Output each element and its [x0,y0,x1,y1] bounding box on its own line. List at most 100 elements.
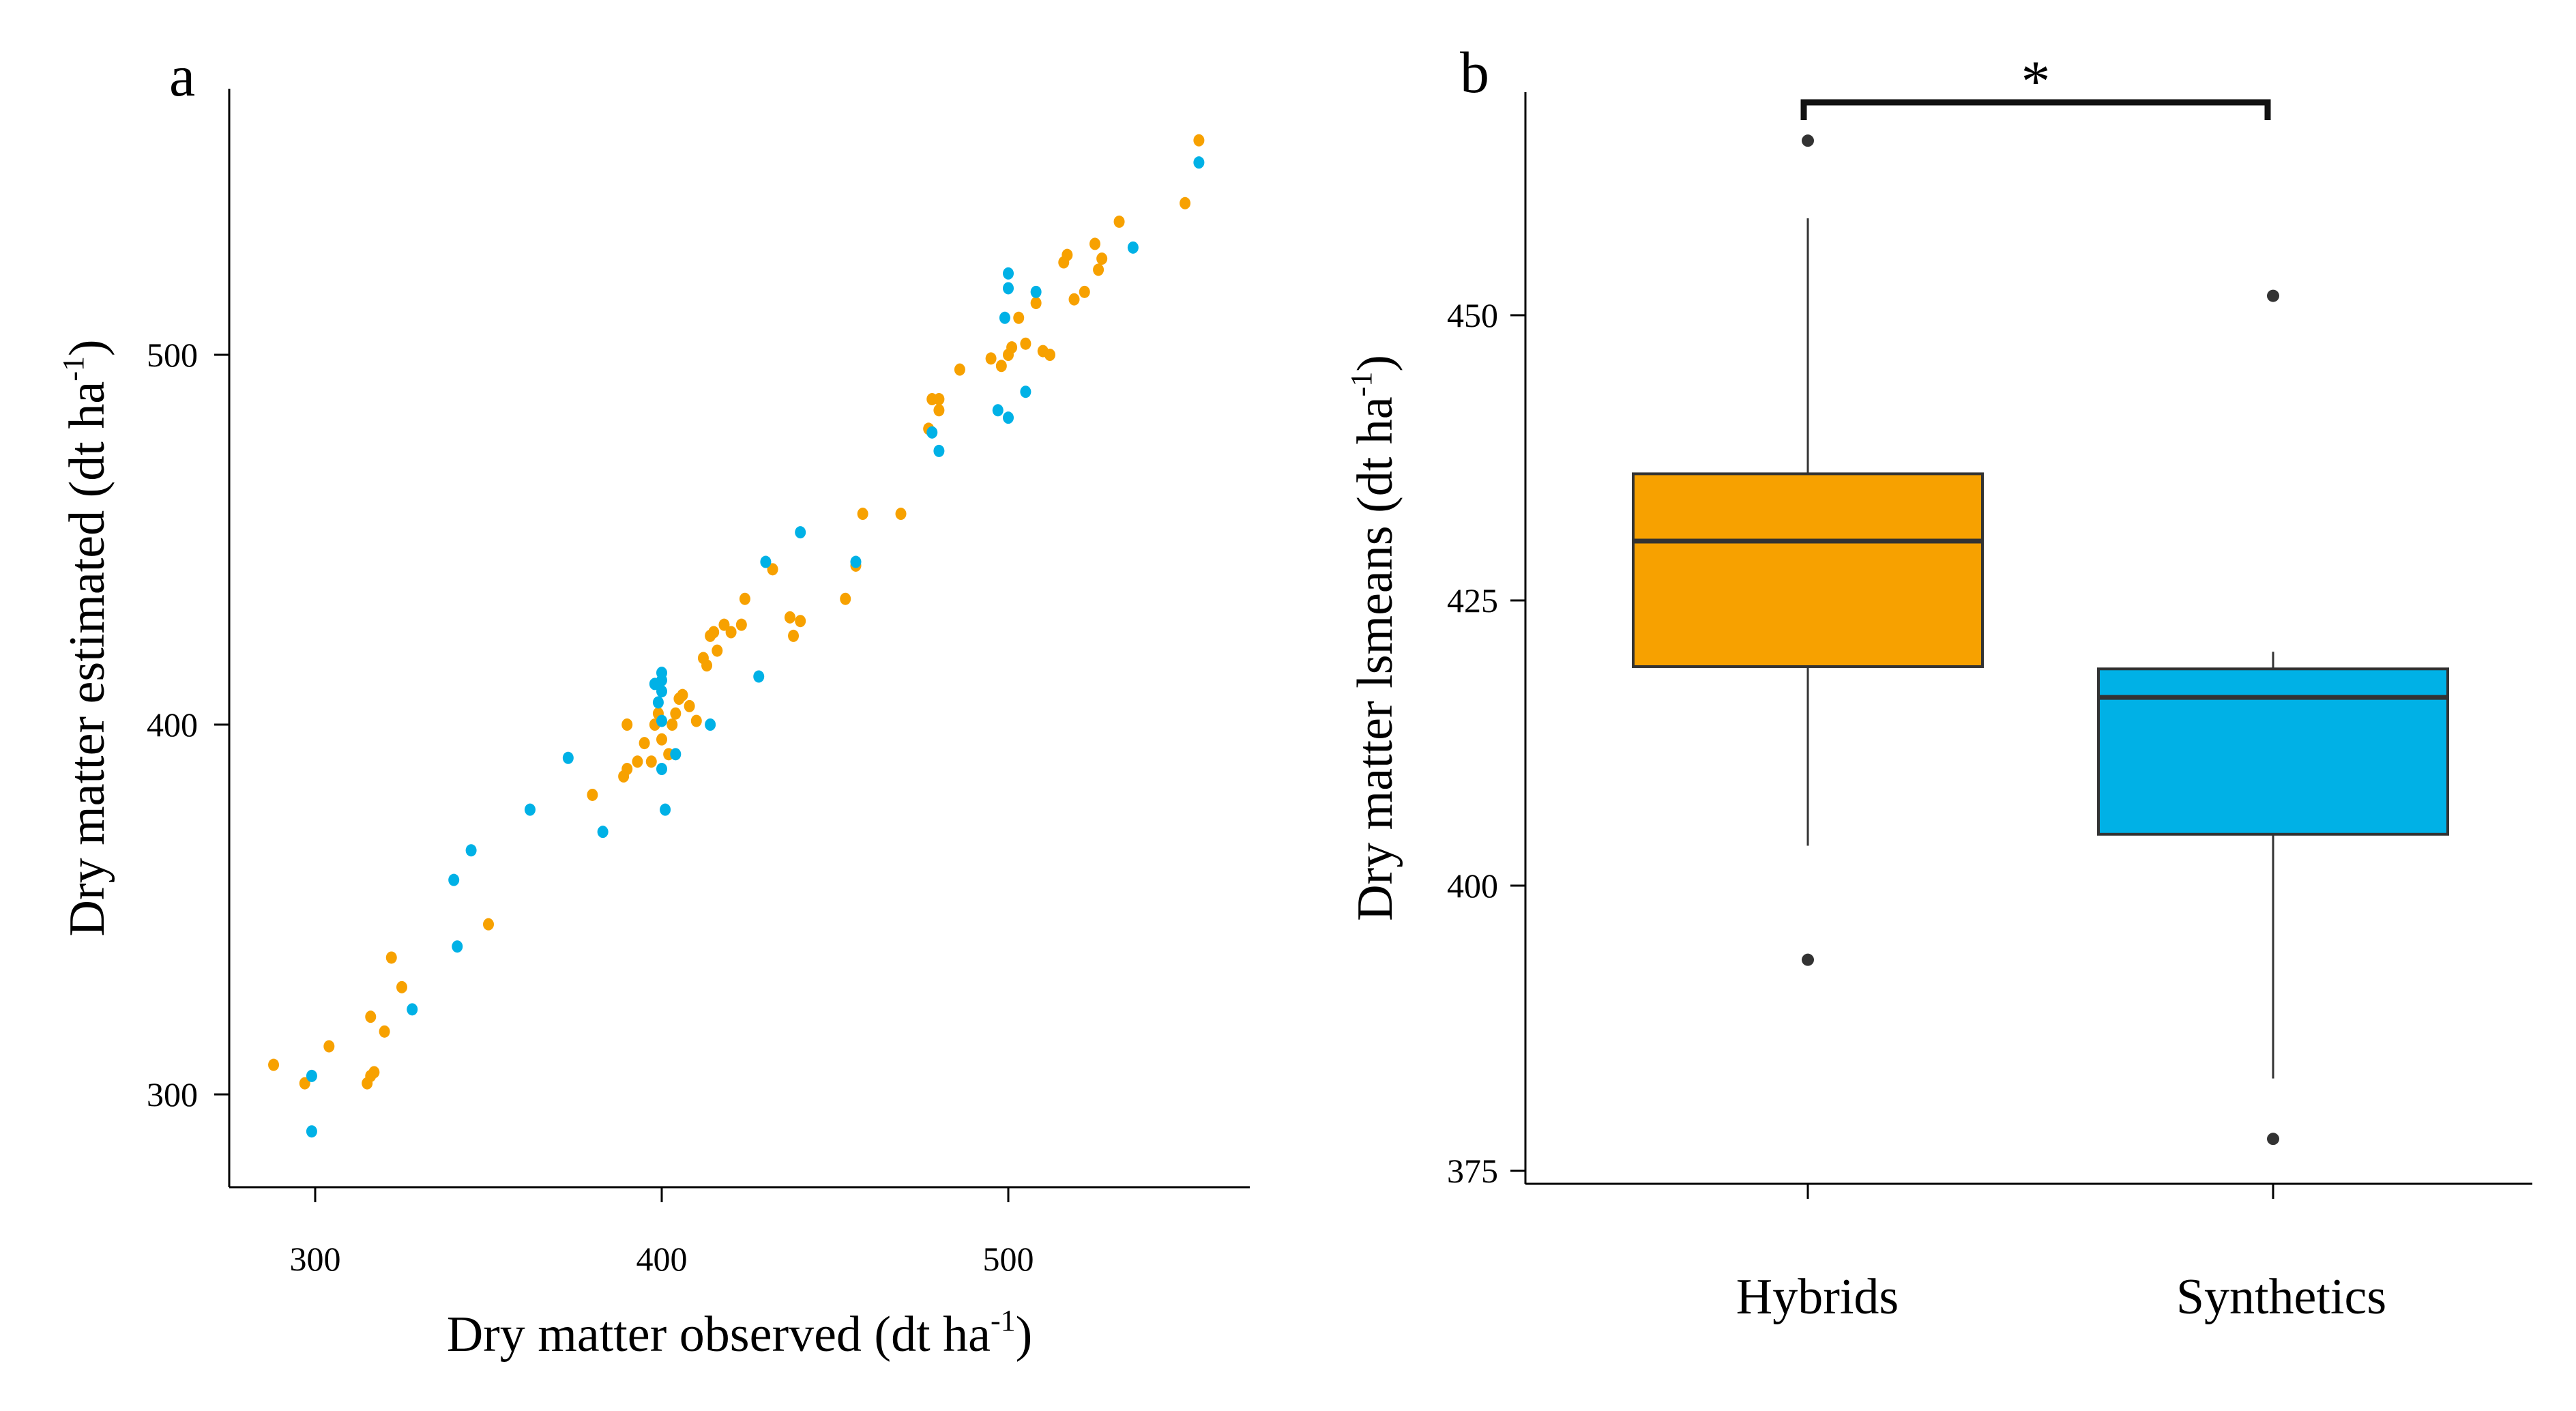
x-tick-label: 300 [290,1240,341,1278]
axis-ticks-a: 300 400 500 300 400 500 [147,336,1034,1278]
point-synthetics [999,311,1010,324]
point-hybrids [1006,341,1018,354]
box-hybrids [1632,472,1984,668]
y-tick-label: 400 [1447,867,1498,905]
point-hybrids [1020,337,1031,350]
category-label-synthetics: Synthetics [2176,1269,2386,1325]
significance-bracket [1800,99,2271,120]
point-synthetics [926,426,938,439]
y-tick-label: 375 [1447,1152,1498,1190]
point-hybrids [667,718,678,731]
point-synthetics [1003,267,1014,280]
point-hybrids [299,1077,310,1090]
point-synthetics [562,751,574,764]
x-axis-title-a: Dry matter observed (dt ha-1) [447,1304,1033,1363]
point-hybrids [690,714,702,727]
point-hybrids [857,508,868,521]
point-hybrids [621,718,633,731]
point-hybrids [767,563,778,576]
point-hybrids [483,918,494,931]
point-hybrids [1113,215,1125,228]
point-synthetics [524,803,536,816]
point-hybrids [639,737,650,750]
point-hybrids [587,788,598,801]
point-synthetics [753,670,765,683]
outlier-synthetics [2267,1133,2279,1146]
point-synthetics [306,1069,317,1082]
point-synthetics [656,714,667,727]
y-tick-label: 425 [1447,581,1498,620]
point-synthetics [1003,411,1014,424]
y-axis-title-a: Dry matter estimated (dt ha-1) [57,339,115,936]
box-synthetics [2097,667,2449,836]
point-synthetics [1020,386,1031,398]
point-hybrids [701,659,713,672]
point-synthetics [670,748,682,761]
point-hybrids [677,688,688,701]
point-hybrids [1079,285,1090,298]
point-hybrids [954,363,965,376]
point-synthetics [705,718,716,731]
point-hybrids [1030,297,1042,310]
point-hybrids [840,592,851,605]
point-hybrids [739,592,750,605]
point-hybrids [365,1010,377,1023]
point-hybrids [1096,252,1108,265]
y-tick-label: 400 [147,706,198,744]
point-synthetics [465,844,477,857]
y-tick-label: 450 [1447,296,1498,334]
point-hybrids [621,763,633,776]
point-synthetics [448,873,460,886]
point-hybrids [718,618,730,631]
point-hybrids [645,755,657,768]
point-hybrids [708,626,720,639]
point-hybrids [268,1058,280,1071]
point-synthetics [652,696,664,709]
point-synthetics [656,685,667,698]
point-synthetics [660,803,671,816]
point-hybrids [735,618,747,631]
point-synthetics [850,555,862,568]
point-synthetics [407,1003,418,1016]
scatter-points [268,134,1205,1138]
outlier-hybrids [1802,134,1814,147]
point-hybrids [784,611,795,624]
point-synthetics [992,404,1004,417]
outlier-hybrids [1802,953,1814,966]
point-hybrids [396,980,407,993]
outlier-synthetics [2267,289,2279,302]
point-hybrids [1062,248,1073,261]
point-hybrids [985,352,997,365]
point-hybrids [895,508,907,521]
significance-star: * [2021,48,2051,114]
point-hybrids [795,615,806,628]
point-hybrids [1093,263,1104,276]
point-hybrids [1044,349,1055,361]
point-synthetics [452,940,463,953]
x-tick-label: 400 [636,1240,688,1278]
point-hybrids [712,644,723,657]
point-synthetics [597,826,609,839]
point-synthetics [656,763,667,776]
point-hybrids [632,755,643,768]
point-synthetics [933,444,945,457]
point-synthetics [1030,285,1042,298]
point-hybrids [995,360,1007,373]
point-hybrids [670,707,682,720]
point-hybrids [368,1066,380,1079]
point-hybrids [933,404,945,417]
panel-label-b: b [1460,40,1489,105]
point-hybrids [1193,134,1205,147]
point-hybrids [684,699,695,712]
point-synthetics [306,1125,317,1138]
point-synthetics [1003,282,1014,295]
x-tick-label: 500 [983,1240,1034,1278]
scatter-panel: a 300 400 500 300 400 500 Dry matter observed… [57,43,1250,1363]
point-hybrids [1068,293,1080,306]
point-hybrids [379,1025,390,1038]
point-hybrids [1089,237,1100,250]
boxplot-panel: b 375 400 425 450 * Hybrids Synthetics Dry … [1345,40,2532,1325]
point-hybrids [1180,197,1191,209]
point-synthetics [656,667,667,680]
